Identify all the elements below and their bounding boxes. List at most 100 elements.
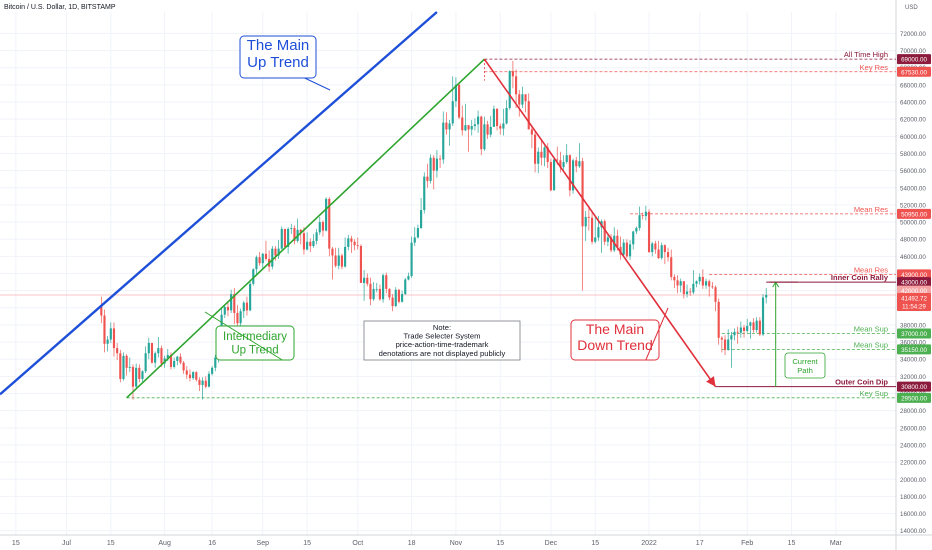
trend-lines bbox=[0, 11, 717, 399]
candle-body bbox=[581, 161, 584, 227]
x-tick-label: 2022 bbox=[641, 540, 657, 547]
candle-body bbox=[264, 253, 268, 259]
candle-body bbox=[410, 242, 413, 277]
candle-body bbox=[144, 353, 147, 372]
candle-body bbox=[568, 155, 571, 191]
candle-body bbox=[590, 217, 594, 242]
x-tick-label: 15 bbox=[303, 540, 311, 547]
candle-body bbox=[429, 157, 432, 181]
candle-body bbox=[391, 297, 394, 307]
candle-body bbox=[258, 257, 261, 264]
x-tick-label: 15 bbox=[591, 540, 599, 547]
candle-body bbox=[508, 71, 511, 109]
level-label: Mean Res bbox=[854, 205, 888, 214]
candle-body bbox=[382, 275, 385, 300]
candle-body bbox=[489, 126, 492, 135]
candle-body bbox=[283, 228, 287, 247]
candle-body bbox=[166, 354, 169, 359]
candle-body bbox=[302, 233, 306, 250]
level-price-tag-text: 50950.00 bbox=[901, 211, 927, 218]
x-tick-label: Mar bbox=[830, 540, 843, 547]
level-price-tag-text: 67530.00 bbox=[901, 69, 927, 76]
main-down-trend-callout-pointer bbox=[645, 307, 669, 361]
candle-body bbox=[131, 366, 135, 387]
candle-body bbox=[495, 108, 499, 127]
candle-body bbox=[375, 288, 378, 290]
candle-body bbox=[635, 228, 638, 232]
candle-body bbox=[695, 281, 698, 284]
y-tick-label: 26000.00 bbox=[900, 425, 926, 432]
note-box: Note:Trade Selecter Systemprice-action-t… bbox=[363, 320, 521, 361]
candle-body bbox=[378, 288, 382, 300]
candle-body bbox=[556, 159, 559, 161]
candle-body bbox=[660, 245, 663, 259]
note-box-frame bbox=[363, 320, 521, 361]
candle-body bbox=[451, 101, 454, 124]
candle-body bbox=[654, 243, 657, 250]
candle-body bbox=[252, 269, 255, 284]
candle-body bbox=[407, 276, 410, 280]
candle-body bbox=[287, 228, 290, 247]
candle-body bbox=[271, 248, 274, 267]
extra-price-tag-text: 42000.00 bbox=[901, 288, 927, 295]
candle-body bbox=[609, 237, 613, 251]
note-text: Note: bbox=[433, 323, 451, 332]
candle-body bbox=[606, 237, 609, 242]
candle-body bbox=[527, 101, 530, 130]
candle-body bbox=[347, 238, 350, 247]
y-tick-label: 62000.00 bbox=[900, 117, 926, 124]
candle-body bbox=[321, 222, 325, 231]
candle-body bbox=[344, 246, 347, 267]
candle-body bbox=[736, 331, 739, 333]
y-tick-label: 14000.00 bbox=[900, 528, 926, 535]
candle-body bbox=[150, 342, 154, 363]
candle-body bbox=[603, 221, 606, 242]
candle-body bbox=[293, 228, 296, 241]
candle-body bbox=[666, 252, 670, 258]
candle-body bbox=[385, 275, 388, 289]
candle-body bbox=[448, 123, 451, 130]
current-price-tag-text: 41492.72 bbox=[901, 295, 927, 302]
candle-body bbox=[207, 373, 211, 387]
candle-body bbox=[173, 360, 176, 367]
candle-body bbox=[458, 84, 461, 118]
candle-body bbox=[673, 276, 676, 281]
candle-body bbox=[435, 158, 438, 171]
level-price-tag bbox=[897, 277, 931, 288]
y-tick-label: 54000.00 bbox=[900, 185, 926, 192]
y-tick-label: 64000.00 bbox=[900, 100, 926, 107]
candle-body bbox=[363, 277, 366, 283]
candle-body bbox=[334, 255, 337, 266]
candle-body bbox=[616, 235, 619, 247]
candle-body bbox=[423, 176, 426, 211]
candle-body bbox=[540, 151, 543, 158]
x-tick-label: Dec bbox=[545, 540, 558, 547]
x-tick-label: Nov bbox=[450, 540, 463, 547]
candle-body bbox=[340, 255, 344, 267]
candle-body bbox=[255, 257, 258, 270]
candle-body bbox=[198, 379, 201, 385]
main-down-trend-callout-text: Down Trend bbox=[577, 337, 652, 353]
candle-body bbox=[103, 315, 106, 344]
currency-label: USD bbox=[905, 5, 918, 11]
candle-body bbox=[689, 291, 692, 293]
horizontal-levels: All Time High 69000.00 Key Res 67530.00 Mean… bbox=[126, 50, 931, 403]
level-label: Key Sup bbox=[860, 389, 888, 398]
y-tick-label: 22000.00 bbox=[900, 460, 926, 467]
candle-body bbox=[584, 216, 587, 227]
candle-body bbox=[214, 357, 217, 368]
candle-body bbox=[439, 158, 442, 160]
candle-body bbox=[290, 228, 293, 229]
y-tick-label: 56000.00 bbox=[900, 168, 926, 175]
candle-body bbox=[226, 306, 230, 311]
candle-body bbox=[388, 288, 391, 298]
candle-body bbox=[230, 294, 233, 311]
candle-body bbox=[201, 380, 204, 385]
candle-body bbox=[765, 294, 768, 298]
candle-body bbox=[651, 243, 654, 253]
candle-body bbox=[100, 306, 103, 316]
current-price-tag bbox=[897, 292, 931, 311]
trend-line bbox=[483, 58, 717, 388]
